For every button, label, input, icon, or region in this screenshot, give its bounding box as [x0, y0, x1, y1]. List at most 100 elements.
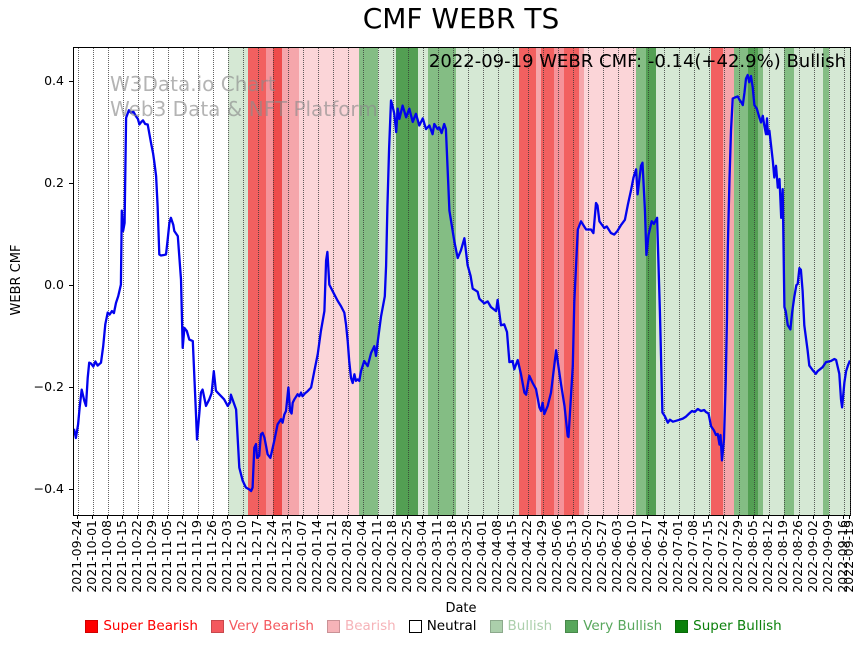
sentiment-band-very_bullish	[783, 48, 794, 515]
x-tick-mark	[92, 515, 94, 519]
gridline	[678, 48, 680, 515]
x-tick-mark	[362, 515, 364, 519]
x-tick-label: 2022-07-01	[669, 520, 685, 593]
gridline	[648, 48, 650, 515]
x-tick-label: 2022-02-04	[354, 520, 370, 593]
x-tick-mark	[482, 515, 484, 519]
sentiment-band-bearish	[535, 48, 541, 515]
x-tick-mark	[422, 515, 424, 519]
gridline	[198, 48, 200, 515]
sentiment-band-very_bullish_dark	[645, 48, 656, 515]
x-tick-mark	[722, 515, 724, 519]
gridline	[228, 48, 230, 515]
x-tick-mark	[527, 515, 529, 519]
x-tick-label: 2022-04-08	[489, 520, 505, 593]
x-tick-mark	[377, 515, 379, 519]
y-tick-label: 0.2	[44, 175, 64, 191]
plot-area: W3Data.io Chart Web3 Data & NFT Platform…	[73, 47, 851, 516]
gridline	[693, 48, 695, 515]
gridline	[753, 48, 755, 515]
x-tick-mark	[542, 515, 544, 519]
x-tick-mark	[137, 515, 139, 519]
legend-item-very_bearish: Very Bearish	[210, 618, 314, 634]
gridline	[153, 48, 155, 515]
x-tick-label: 2022-04-01	[474, 520, 490, 593]
x-tick-label: 2022-03-18	[444, 520, 460, 593]
legend-swatch-super_bullish	[675, 619, 689, 633]
x-tick-label: 2022-03-11	[429, 520, 445, 593]
x-tick-label: 2021-10-01	[84, 520, 100, 593]
sentiment-band-bullish	[828, 48, 850, 515]
gridline	[603, 48, 605, 515]
sentiment-band-very_bullish	[758, 48, 763, 515]
x-tick-mark	[617, 515, 619, 519]
x-tick-label: 2022-04-29	[534, 520, 550, 593]
x-tick-label: 2022-03-04	[414, 520, 430, 593]
x-tick-label: 2021-11-12	[174, 520, 190, 593]
x-tick-mark	[167, 515, 169, 519]
gridline	[663, 48, 665, 515]
gridline	[843, 48, 845, 515]
legend-label-very_bearish: Very Bearish	[228, 618, 314, 634]
x-tick-label: 2021-12-10	[234, 520, 250, 593]
x-tick-mark	[242, 515, 244, 519]
gridline	[498, 48, 500, 515]
gridline	[768, 48, 770, 515]
x-tick-mark	[797, 515, 799, 519]
x-tick-label: 2021-10-15	[114, 520, 130, 593]
legend-swatch-very_bearish	[210, 619, 224, 633]
x-tick-mark	[767, 515, 769, 519]
x-tick-mark	[197, 515, 199, 519]
x-tick-mark	[512, 515, 514, 519]
x-tick-mark	[107, 515, 109, 519]
y-axis-label: WEBR CMF	[9, 244, 24, 316]
x-tick-label: 2022-01-07	[294, 520, 310, 593]
x-tick-label: 2022-06-17	[639, 520, 655, 593]
x-tick-label: 2022-08-19	[774, 520, 790, 593]
gridline	[213, 48, 215, 515]
x-tick-mark	[827, 515, 829, 519]
sentiment-band-very_bearish_dark	[273, 48, 282, 515]
gridline	[708, 48, 710, 515]
sentiment-band-very_bearish	[711, 48, 723, 515]
x-tick-label: 2022-06-24	[654, 520, 670, 593]
x-tick-mark	[602, 515, 604, 519]
x-tick-label: 2022-06-10	[624, 520, 640, 593]
x-tick-mark	[212, 515, 214, 519]
sentiment-band-bullish	[656, 48, 712, 515]
gridline	[468, 48, 470, 515]
x-tick-label: 2022-05-27	[594, 520, 610, 593]
x-tick-label: 2021-11-26	[204, 520, 220, 593]
x-tick-mark	[182, 515, 184, 519]
gridline	[363, 48, 365, 515]
gridline	[850, 48, 851, 515]
latest-value-annotation: 2022-09-19 WEBR CMF: -0.14(+42.9%) Bulli…	[428, 51, 846, 72]
x-tick-label: 2022-08-05	[744, 520, 760, 593]
x-tick-mark	[227, 515, 229, 519]
x-tick-label: 2021-10-22	[129, 520, 145, 593]
sentiment-band-very_bearish	[519, 48, 536, 515]
cmf-line-chart	[74, 73, 850, 493]
x-tick-mark	[347, 515, 349, 519]
y-tick-mark	[69, 285, 73, 287]
x-tick-mark	[77, 515, 79, 519]
gridline	[378, 48, 380, 515]
x-tick-mark	[332, 515, 334, 519]
x-tick-label: 2022-05-13	[564, 520, 580, 593]
x-tick-label: 2022-05-20	[579, 520, 595, 593]
gridline	[108, 48, 110, 515]
x-tick-mark	[272, 515, 274, 519]
gridline	[183, 48, 185, 515]
x-tick-label: 2021-11-05	[159, 520, 175, 593]
x-tick-label: 2022-02-25	[399, 520, 415, 593]
sentiment-band-bullish	[377, 48, 396, 515]
legend-label-very_bullish: Very Bullish	[583, 618, 663, 634]
x-tick-mark	[302, 515, 304, 519]
gridline	[273, 48, 275, 515]
x-axis-label: Date	[445, 601, 477, 616]
sentiment-band-bearish_pale	[583, 48, 637, 515]
sentiment-band-bearish	[579, 48, 584, 515]
legend-label-bullish: Bullish	[507, 618, 553, 634]
x-tick-mark	[737, 515, 739, 519]
